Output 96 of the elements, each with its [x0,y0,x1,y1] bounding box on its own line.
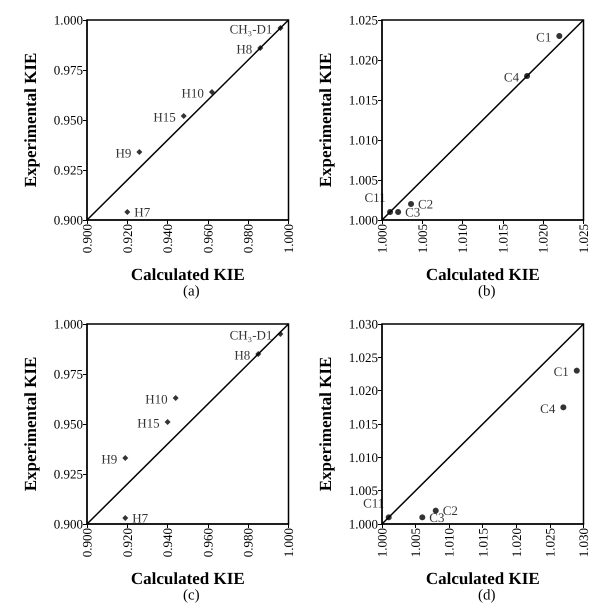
point [136,149,142,155]
x-axis-title: Calculated KIE [130,569,245,588]
point [172,395,179,401]
x-tick-label: 1.005 [414,224,430,254]
x-tick-label: 1.020 [508,528,524,558]
annotation: H8 [234,348,250,362]
text: (d) [478,588,496,604]
y-tick-label: 1.025 [348,350,378,365]
y-tick-label: 1.000 [54,12,83,28]
annotation: H10 [182,86,204,100]
annotation: H8 [236,42,252,56]
annotation: H10 [145,392,168,406]
annotation: H9 [101,452,118,466]
y-tick-label: 1.010 [348,132,378,148]
x-tick-label: 0.960 [200,224,216,254]
y-tick-label: 0.900 [54,516,83,532]
annotation: C4 [540,400,556,416]
point [524,73,530,79]
point [208,89,215,95]
x-tick-label: 1.025 [576,224,590,254]
x-tick-label: 0.940 [160,528,176,558]
x-tick-label: 1.015 [475,528,490,558]
annotation: C2 [442,503,458,518]
annotation: H15 [153,110,176,124]
y-axis-title: Experimental KIE [21,356,40,492]
y-axis-title: Experimental KIE [316,356,335,492]
point [556,33,562,39]
x-tick-label: 0.980 [240,528,256,558]
x-tick-label: 0.920 [120,224,135,254]
y-tick-label: 1.015 [348,416,378,432]
x-axis-title: Calculated KIE [130,265,245,284]
y-tick-label: 1.010 [348,450,378,465]
point [560,404,566,410]
text: (c) [183,588,200,604]
x-axis-title: Calculated KIE [426,265,540,284]
x-tick-label: 0.960 [200,528,216,558]
annotation: CH₃-D1 [230,328,272,342]
annotation: C2 [418,196,434,212]
point [419,514,426,520]
x-axis-title: Calculated KIE [426,569,540,588]
x-tick-label: 1.000 [281,224,296,254]
y-tick-label: 1.000 [54,316,83,332]
y-tick-label: 1.005 [348,483,378,498]
y-tick-label: 1.025 [348,12,378,28]
point [257,45,264,51]
point [122,515,128,521]
point [386,514,392,520]
y-tick-label: 1.030 [348,316,378,332]
text: (b) [478,284,496,300]
y-tick-label: 0.925 [54,162,83,178]
x-tick-label: 0.980 [240,224,256,254]
annotation: H7 [132,510,149,526]
x-tick-label: 1.030 [576,528,590,558]
annotation: C3 [429,510,444,525]
annotation: C1 [536,30,552,44]
y-tick-label: 0.950 [54,416,83,432]
annotation: C4 [504,70,520,84]
x-tick-label: 1.010 [442,528,457,558]
x-tick-label: 0.940 [160,224,176,254]
x-tick-label: 1.005 [408,528,424,558]
point [574,368,580,374]
y-axis-title: Experimental KIE [21,52,40,188]
annotation: CH₃-D1 [230,22,272,36]
point [124,209,130,215]
y-tick-label: 0.925 [54,466,83,482]
point [164,419,171,425]
x-tick-label: 1.015 [495,224,510,254]
point [255,351,262,357]
y-tick-label: 0.975 [54,366,83,382]
y-tick-label: 0.975 [54,62,83,78]
point [277,25,284,31]
y-tick-label: 1.000 [348,212,378,228]
x-tick-label: 0.920 [120,528,135,558]
x-tick-label: 1.010 [455,224,470,254]
annotation: H7 [134,204,151,220]
y-axis-title: Experimental KIE [316,52,335,188]
point [387,209,394,215]
text: (a) [183,284,200,300]
annotation: H15 [137,416,160,430]
annotation: C1 [554,364,569,380]
point [277,331,284,337]
point [180,113,187,119]
point [122,455,128,461]
x-tick-label: 1.020 [536,224,551,254]
x-tick-label: 1.000 [281,528,296,558]
y-tick-label: 1.000 [348,516,378,532]
y-tick-label: 1.015 [348,92,378,108]
y-tick-label: 1.020 [348,52,378,68]
annotation: H9 [116,146,132,160]
x-tick-label: 1.025 [542,528,558,558]
point [395,209,402,215]
y-tick-label: 0.950 [54,112,83,128]
y-tick-label: 0.900 [54,212,83,228]
point [408,201,414,207]
y-tick-label: 1.005 [348,172,378,188]
y-tick-label: 1.020 [348,383,378,398]
